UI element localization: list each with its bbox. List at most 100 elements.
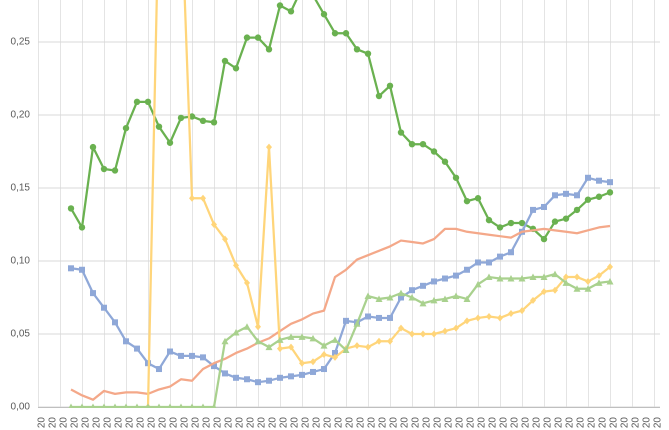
marker [485, 273, 493, 281]
marker [320, 11, 328, 18]
marker [277, 374, 283, 381]
marker [431, 278, 437, 285]
series-line [70, 224, 611, 401]
marker [607, 263, 613, 271]
marker [474, 195, 482, 202]
marker [342, 30, 350, 37]
x-tick-label: 20 [521, 417, 532, 429]
marker [67, 205, 75, 212]
marker [606, 189, 614, 196]
marker [298, 333, 306, 340]
marker [123, 338, 129, 345]
marker [386, 294, 394, 301]
marker [332, 349, 338, 356]
x-tick-label: 20 [136, 417, 147, 429]
marker [101, 403, 107, 408]
marker [288, 373, 294, 380]
marker [453, 324, 459, 332]
marker [420, 282, 426, 289]
marker [310, 368, 316, 375]
x-tick-label: 20 [37, 417, 48, 429]
marker [442, 275, 448, 282]
marker [232, 65, 240, 72]
marker [166, 139, 174, 146]
marker [243, 323, 251, 330]
marker [441, 295, 449, 302]
x-tick-label: 20 [631, 417, 642, 429]
marker [255, 379, 261, 386]
marker [112, 319, 118, 326]
marker [431, 330, 437, 338]
marker [563, 190, 569, 197]
x-tick-label: 20 [609, 417, 620, 429]
y-tick-label: 0,05 [11, 329, 31, 340]
marker [408, 141, 416, 148]
marker [211, 363, 217, 370]
marker [530, 206, 536, 213]
marker [89, 143, 97, 151]
x-tick-label: 20 [587, 417, 598, 429]
marker [475, 259, 481, 266]
x-tick-label: 20 [477, 417, 488, 429]
marker [145, 403, 151, 408]
x-tick-label: 20 [444, 417, 455, 429]
marker [188, 113, 196, 120]
marker [299, 371, 305, 378]
x-tick-label: 20 [169, 417, 180, 429]
marker [309, 334, 317, 342]
marker [222, 235, 228, 243]
x-tick-label: 20 [653, 417, 664, 429]
marker [442, 327, 448, 335]
marker [276, 2, 284, 9]
marker [508, 310, 514, 318]
marker [100, 165, 108, 173]
marker [518, 275, 526, 282]
marker [485, 216, 493, 224]
marker [255, 323, 261, 331]
marker [453, 272, 459, 279]
marker [585, 174, 591, 181]
marker [287, 8, 295, 15]
marker [606, 277, 614, 285]
x-tick-label: 20 [213, 417, 224, 429]
marker [419, 141, 427, 148]
marker [563, 273, 569, 281]
marker [507, 219, 515, 227]
marker [134, 345, 140, 352]
marker [354, 342, 360, 350]
marker [540, 235, 548, 243]
x-tick-label: 20 [257, 417, 268, 429]
marker [464, 317, 470, 325]
x-tick-label: 20 [125, 417, 136, 429]
marker [123, 403, 129, 408]
marker [134, 403, 140, 408]
marker [200, 403, 206, 408]
marker [365, 343, 371, 351]
marker [177, 114, 185, 122]
x-tick-label: 20 [510, 417, 521, 429]
marker [277, 345, 283, 353]
marker [551, 270, 559, 278]
marker [321, 350, 327, 358]
marker [386, 82, 394, 90]
marker [111, 167, 119, 174]
marker [551, 218, 559, 225]
x-tick-label: 20 [543, 417, 554, 429]
marker [409, 287, 415, 294]
marker [497, 314, 503, 322]
marker [78, 224, 86, 231]
x-tick-label: 20 [576, 417, 587, 429]
y-tick-label: 0,00 [11, 402, 31, 413]
x-tick-label: 20 [235, 417, 246, 429]
marker [342, 346, 350, 354]
x-tick-label: 20 [620, 417, 631, 429]
marker [596, 272, 602, 280]
marker [584, 285, 592, 292]
x-tick-label: 20 [268, 417, 279, 429]
marker [265, 343, 273, 351]
y-tick-label: 0,25 [11, 37, 31, 48]
marker [496, 275, 504, 282]
marker [376, 314, 382, 321]
marker [310, 358, 316, 366]
